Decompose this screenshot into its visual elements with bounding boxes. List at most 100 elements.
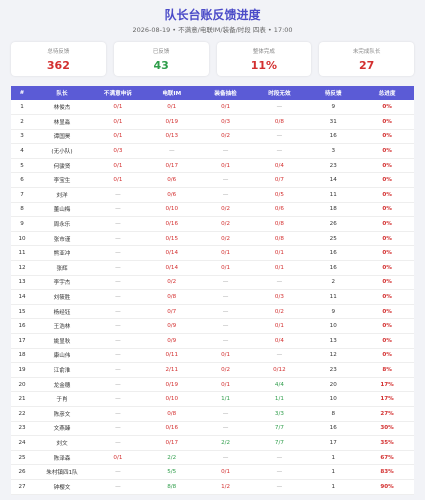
- table-cell: 0/19: [144, 377, 199, 393]
- table-cell: —: [91, 260, 145, 276]
- table-cell: —: [198, 172, 253, 189]
- table-cell: —: [198, 289, 253, 305]
- table-row: 25 陈泽森 0/1 2/2— —1 67%: [11, 450, 414, 466]
- table-cell: —: [91, 333, 145, 349]
- table-cell: 4: [11, 143, 33, 159]
- table-cell: 13: [306, 333, 361, 349]
- table-cell: 11: [306, 187, 361, 203]
- table-cell: 0/6: [144, 187, 199, 203]
- table-cell: 0/2: [198, 129, 253, 145]
- table-cell: 3/3: [252, 406, 307, 422]
- table-cell: 1: [306, 450, 361, 466]
- table-cell: 18: [306, 202, 361, 218]
- table-row: 5 何骏贤 0/1 0/17 0/1 0/4 23 0%: [11, 158, 414, 174]
- table-cell: 0/14: [144, 260, 199, 276]
- stat-card: 已反馈 43: [113, 42, 209, 76]
- table-cell: 于肖: [33, 391, 91, 407]
- table-cell: 5/5: [144, 464, 199, 480]
- table-cell: 陈泽森: [33, 450, 91, 466]
- table-cell: 0/13: [144, 129, 199, 145]
- table-cell: —: [198, 318, 253, 334]
- table-cell: 18: [11, 348, 33, 364]
- table-cell: 0/8: [252, 231, 307, 247]
- table-cell: 0/3: [252, 289, 307, 305]
- table-cell: 19: [11, 362, 33, 378]
- table-cell: —: [91, 304, 145, 320]
- table-row: 12 张辉 —0/14 0/1 0/1 16 0%: [11, 260, 414, 276]
- table-cell: 0/9: [144, 318, 199, 334]
- table-cell: 0/8: [144, 406, 199, 422]
- table-row: 18 康山伟 —0/11 0/1—12 0%: [11, 348, 414, 364]
- table-row: 26 朱村镇四1队 —5/5 0/1—1 83%: [11, 464, 414, 480]
- table-cell: 0/1: [91, 172, 145, 189]
- table-cell: —: [252, 479, 307, 495]
- stat-card: 总待反馈 362: [11, 42, 106, 76]
- table-cell: —: [91, 216, 145, 232]
- table-cell: 0/7: [252, 172, 307, 189]
- table-cell: 1/2: [198, 479, 253, 495]
- table-row: 23 文燕臻 —0/16—7/7 16 30%: [11, 421, 414, 437]
- table-cell: 0%: [360, 143, 414, 159]
- table-cell: 张市谨: [33, 231, 91, 247]
- table-cell: —: [91, 391, 145, 407]
- table-cell: 0/3: [91, 143, 145, 159]
- table-cell: 17%: [360, 377, 414, 393]
- table-cell: 何骏贤: [33, 158, 91, 174]
- table-cell: 0/17: [144, 435, 199, 451]
- table-cell: 0/3: [198, 114, 253, 130]
- table-cell: 0/4: [252, 333, 307, 349]
- table-cell: 江俞淮: [33, 362, 91, 378]
- table-cell: 26: [306, 216, 361, 232]
- column-header: 不满意申诉: [91, 86, 145, 100]
- table-cell: 0/10: [144, 391, 199, 407]
- table-cell: 7: [11, 187, 33, 203]
- table-cell: 0/2: [144, 275, 199, 291]
- progress-table: # 队长 不满意申诉 电联IM 装备抽检 时段无效 待反馈 总进度 1 林俊杰 0/1 0/1 0/1—…: [11, 86, 414, 495]
- table-cell: 1/1: [252, 391, 307, 407]
- table-cell: —: [91, 202, 145, 218]
- table-cell: 14: [11, 289, 33, 305]
- table-row: 7 刘洋 —0/6—0/5 11 0%: [11, 187, 414, 203]
- table-cell: 0/1: [252, 245, 307, 262]
- table-cell: 0/1: [252, 318, 307, 334]
- table-cell: 康山伟: [33, 348, 91, 364]
- table-cell: 7/7: [252, 421, 307, 437]
- table-cell: 0%: [360, 172, 414, 189]
- table-cell: 0%: [360, 275, 414, 291]
- table-cell: 0/1: [198, 260, 253, 276]
- table-cell: 5: [11, 158, 33, 174]
- table-cell: 0/1: [91, 114, 145, 130]
- table-cell: 2/2: [144, 450, 199, 466]
- table-cell: 16: [306, 260, 361, 276]
- table-cell: 15: [11, 304, 33, 320]
- table-cell: —: [91, 377, 145, 393]
- table-cell: 杨经钰: [33, 304, 91, 320]
- table-cell: 0/2: [198, 216, 253, 232]
- stat-label: 未完成队长: [352, 49, 381, 55]
- title: 队长台账反馈进度: [164, 8, 261, 22]
- table-cell: 文燕臻: [33, 421, 91, 437]
- table-row: 4 (无小队) 0/3— — —3 0%: [11, 143, 414, 159]
- table-cell: 2: [11, 114, 33, 130]
- table-cell: 20: [306, 377, 361, 393]
- table-cell: 刘筱胜: [33, 289, 91, 305]
- table-cell: 9: [11, 216, 33, 232]
- table-cell: 0%: [360, 289, 414, 305]
- stat-card: 未完成队长 27: [319, 42, 414, 76]
- table-cell: 2: [306, 275, 361, 291]
- table-cell: 2/2: [198, 435, 253, 451]
- table-cell: —: [252, 100, 307, 116]
- table-cell: 0/8: [252, 114, 307, 130]
- stat-label: 已反馈: [152, 49, 170, 55]
- table-cell: 0%: [360, 129, 414, 145]
- table-row: 2 林显淼 0/1 0/19 0/3 0/8 31 0%: [11, 114, 414, 130]
- table-cell: 24: [11, 435, 33, 451]
- table-cell: 1: [11, 100, 33, 116]
- table-cell: 4/4: [252, 377, 307, 393]
- table-cell: 0%: [360, 158, 414, 174]
- table-row: 10 张市谨 —0/15 0/2 0/8 25 0%: [11, 231, 414, 247]
- table-cell: 20: [11, 377, 33, 393]
- table-cell: 90%: [360, 479, 414, 495]
- table-cell: 李宇杰: [33, 275, 91, 291]
- table-cell: —: [252, 143, 307, 159]
